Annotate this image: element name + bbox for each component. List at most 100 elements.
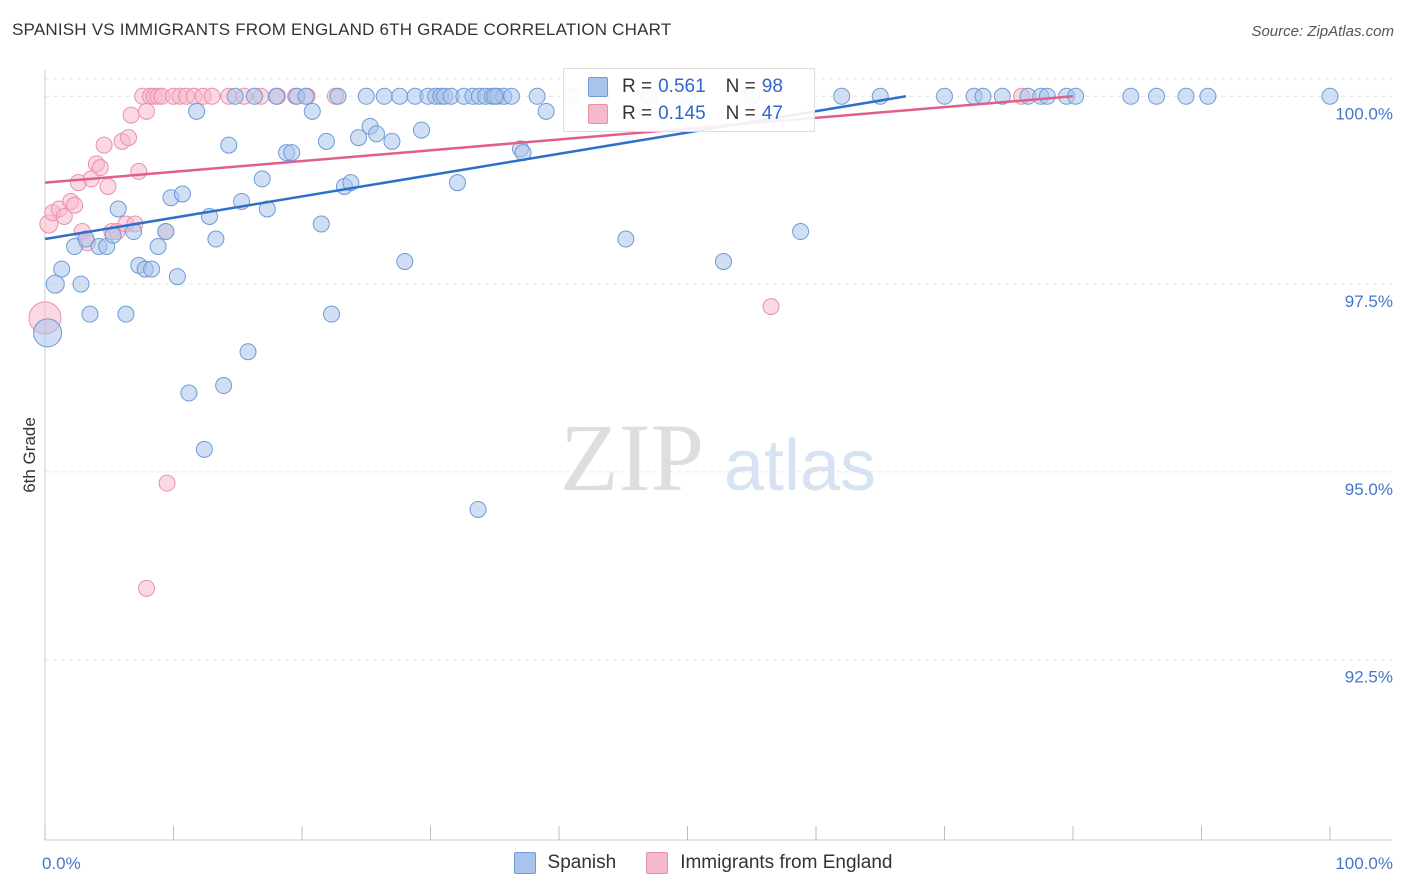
series-england-points: [28, 87, 1031, 597]
spanish-point: [448, 174, 466, 192]
spanish-point: [1148, 87, 1166, 105]
spanish-point: [81, 305, 99, 323]
source-label: Source: ZipAtlas.com: [1251, 23, 1394, 40]
spanish-point: [143, 260, 161, 278]
spanish-point: [245, 87, 263, 105]
legend-n-value: 98: [761, 76, 783, 97]
spanish-point: [207, 230, 225, 248]
spanish-point: [149, 238, 167, 256]
spanish-point: [303, 102, 321, 120]
spanish-point: [329, 87, 347, 105]
spanish-point: [502, 87, 520, 105]
england-point: [138, 102, 156, 120]
spanish-point: [72, 275, 90, 293]
spanish-point: [1199, 87, 1217, 105]
spanish-point: [936, 87, 953, 105]
spanish-point: [168, 268, 186, 286]
legend-row-england: R = 0.145 N = 47: [588, 102, 783, 126]
spanish-point: [180, 384, 198, 402]
spanish-point: [157, 223, 175, 241]
england-point: [130, 162, 148, 180]
legend-label-england: Immigrants from England: [680, 852, 893, 873]
series-spanish-points: [33, 87, 1339, 518]
legend-item-england: Immigrants from England: [646, 852, 892, 874]
england-point: [66, 196, 84, 214]
england-point: [120, 129, 138, 147]
spanish-point: [45, 274, 65, 294]
england-point: [99, 177, 117, 195]
legend-row-spanish: R = 0.561 N = 98: [588, 75, 783, 99]
spanish-point: [323, 305, 341, 323]
england-point: [158, 474, 176, 492]
england-point: [203, 87, 221, 105]
spanish-point: [297, 87, 315, 105]
x-tick-labels: 0.0% 100.0%: [42, 854, 1393, 873]
spanish-point: [792, 223, 810, 241]
legend-r-value: 0.561: [658, 76, 706, 97]
spanish-point: [391, 87, 409, 105]
spanish-point: [253, 170, 271, 188]
y-tick-label: 97.5%: [1345, 292, 1393, 311]
spanish-point: [368, 125, 386, 143]
axes: [44, 70, 1392, 841]
spanish-point: [383, 132, 401, 150]
spanish-point: [528, 87, 546, 105]
spanish-point: [215, 377, 233, 395]
spanish-point: [993, 87, 1011, 105]
spanish-point: [1122, 87, 1140, 105]
spanish-point: [1177, 87, 1195, 105]
spanish-point: [486, 87, 504, 105]
spanish-point: [53, 260, 71, 278]
england-point: [122, 106, 140, 124]
spanish-point: [617, 230, 635, 248]
spanish-point: [357, 87, 375, 105]
england-point: [762, 298, 780, 316]
spanish-point: [312, 215, 330, 233]
spanish-point: [226, 87, 244, 105]
spanish-point: [117, 305, 135, 323]
y-tick-label: 95.0%: [1345, 480, 1393, 499]
spanish-point: [317, 132, 335, 150]
spanish-point: [537, 102, 555, 120]
legend-n-label: N =: [725, 76, 756, 97]
chart-title: SPANISH VS IMMIGRANTS FROM ENGLAND 6TH G…: [12, 20, 672, 39]
series-legend: Spanish Immigrants from England: [0, 852, 1406, 874]
y-axis-label: 6th Grade: [20, 417, 39, 493]
spanish-point: [714, 253, 732, 271]
spanish-point: [283, 144, 301, 162]
spanish-point: [239, 343, 257, 361]
england-point: [91, 159, 109, 177]
spanish-point: [1038, 87, 1056, 105]
watermark-zip: ZIP: [560, 404, 704, 511]
x-tick-label: 100.0%: [1335, 854, 1393, 873]
legend-r-value: 0.145: [658, 103, 706, 124]
stats-legend: R = 0.561 N = 98 R = 0.145 N = 47: [563, 68, 815, 132]
legend-swatch-spanish: [588, 77, 608, 97]
watermark-atlas: atlas: [724, 426, 876, 506]
spanish-point: [109, 200, 127, 218]
spanish-point: [833, 87, 851, 105]
x-tick-label: 0.0%: [42, 854, 81, 873]
spanish-point: [33, 318, 63, 348]
legend-r-label: R =: [622, 103, 653, 124]
spanish-point: [267, 87, 285, 105]
legend-swatch-england: [646, 852, 669, 874]
spanish-point: [469, 500, 487, 518]
legend-n-value: 47: [761, 103, 783, 124]
spanish-point: [396, 253, 414, 271]
legend-swatch-spanish: [513, 852, 536, 874]
spanish-point: [220, 136, 238, 154]
spanish-point: [350, 129, 368, 147]
spanish-point: [173, 185, 191, 203]
legend-swatch-england: [588, 104, 608, 124]
spanish-point: [188, 102, 206, 120]
legend-label-spanish: Spanish: [547, 852, 617, 873]
spanish-point: [195, 440, 213, 458]
england-point: [55, 207, 73, 225]
spanish-point: [413, 121, 431, 139]
england-point: [138, 579, 156, 597]
watermark: ZIP atlas: [560, 404, 876, 511]
legend-n-label: N =: [725, 103, 756, 124]
y-tick-labels: 92.5% 95.0% 97.5% 100.0%: [1335, 104, 1393, 686]
